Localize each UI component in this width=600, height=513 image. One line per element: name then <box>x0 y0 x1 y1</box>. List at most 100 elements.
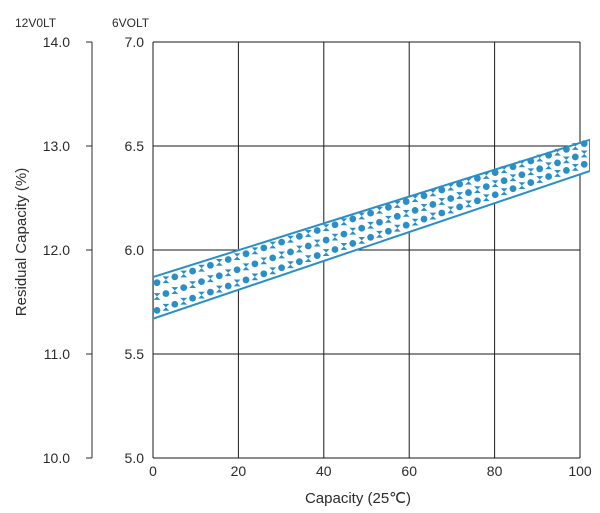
band-pattern-bowtie <box>340 243 348 250</box>
y-tick-label-12v: 12.0 <box>43 242 70 258</box>
band-pattern-bowtie <box>411 218 419 226</box>
band-pattern-bowtie <box>580 150 588 158</box>
band-pattern-bowtie <box>402 209 410 217</box>
band-pattern-dot <box>580 160 588 168</box>
band-pattern-dot <box>545 151 552 159</box>
band-pattern-bowtie <box>536 154 544 162</box>
band-pattern-dot <box>563 145 570 153</box>
x-axis-title: Capacity (25℃) <box>305 490 411 507</box>
band-pattern-dot <box>491 169 499 176</box>
band-pattern-dot <box>349 240 357 247</box>
band-pattern-bowtie <box>198 291 205 299</box>
y-tick-label-6v: 5.0 <box>125 450 145 466</box>
band-pattern-dot <box>251 260 259 268</box>
band-pattern-bowtie <box>500 188 508 196</box>
y-tick-label-6v: 5.5 <box>125 346 145 362</box>
band-pattern-bowtie <box>482 172 490 179</box>
band-pattern-dot <box>207 288 214 296</box>
band-pattern-bowtie <box>411 195 419 203</box>
band-pattern-dot <box>296 232 303 240</box>
left-axis-unit-label: 12V0LT <box>15 16 57 30</box>
band-pattern-bowtie <box>393 201 401 208</box>
band-pattern-bowtie <box>465 177 472 185</box>
band-pattern-bowtie <box>207 275 214 283</box>
band-pattern-bowtie <box>376 230 383 238</box>
band-pattern-bowtie <box>251 273 259 281</box>
band-pattern-bowtie <box>313 239 321 247</box>
band-pattern-dot <box>313 252 321 259</box>
band-pattern-bowtie <box>456 192 463 199</box>
band-pattern-bowtie <box>571 143 579 150</box>
band-pattern-bowtie <box>474 186 481 193</box>
band-pattern-bowtie <box>509 174 517 182</box>
x-ticks: 0 20 40 60 80 100 <box>149 463 592 479</box>
band-pattern-bowtie <box>527 168 535 176</box>
band-pattern-dot <box>367 209 374 217</box>
band-pattern-bowtie <box>429 212 437 220</box>
band-pattern-bowtie <box>438 198 446 205</box>
band-pattern-bowtie <box>269 267 277 275</box>
band-pattern-dot <box>358 224 366 232</box>
band-pattern-dot <box>162 290 170 297</box>
x-tick-label: 80 <box>487 463 503 479</box>
band-pattern-dot <box>402 221 410 229</box>
capacity-band <box>153 138 590 320</box>
band-pattern-dot <box>393 212 401 220</box>
band-pattern-dot <box>349 215 357 223</box>
band-pattern-bowtie <box>340 218 348 226</box>
band-pattern-dot <box>447 195 455 202</box>
band-pattern-bowtie <box>571 163 579 171</box>
band-pattern-dot <box>260 270 268 278</box>
y-tick-label-12v: 11.0 <box>44 346 70 362</box>
x-tick-label: 0 <box>149 463 157 479</box>
band-pattern-bowtie <box>153 293 161 300</box>
y-tick-label-6v: 7.0 <box>125 34 145 50</box>
band-pattern-bowtie <box>376 206 383 214</box>
band-pattern-dot <box>580 140 588 147</box>
band-pattern-bowtie <box>296 245 303 253</box>
band-pattern-dot <box>563 167 570 174</box>
band-pattern-bowtie <box>251 247 259 255</box>
band-pattern-bowtie <box>465 200 472 208</box>
band-pattern-dot <box>171 273 179 281</box>
band-pattern-bowtie <box>518 182 526 190</box>
band-pattern-dot <box>438 186 446 194</box>
y-ticks-6v: 7.0 6.5 6.0 5.5 5.0 <box>125 34 145 466</box>
band-pattern-dot <box>215 272 223 280</box>
band-pattern-bowtie <box>233 253 241 260</box>
band-pattern-bowtie <box>358 212 366 220</box>
band-pattern-dot <box>296 258 303 266</box>
band-pattern-dot <box>545 173 552 180</box>
band-pattern-bowtie <box>518 160 526 168</box>
band-pattern-bowtie <box>171 287 179 294</box>
y-ticks-12v: 14.0 13.0 12.0 11.0 10.0 <box>43 34 92 466</box>
band-pattern-dot <box>153 306 161 314</box>
band-pattern-dot <box>198 278 205 286</box>
band-pattern-dot <box>438 209 446 217</box>
band-pattern-dot <box>474 174 481 182</box>
band-pattern-dot <box>429 201 437 208</box>
band-pattern-dot <box>411 206 419 214</box>
band-pattern-bowtie <box>545 162 552 170</box>
y-axis-title: Residual Capacity (%) <box>13 168 30 316</box>
band-pattern-dot <box>500 177 508 185</box>
x-tick-label: 100 <box>568 463 592 479</box>
band-pattern-bowtie <box>242 263 250 271</box>
band-pattern-bowtie <box>500 166 508 174</box>
band-pattern-bowtie <box>429 189 437 197</box>
band-pattern-dot <box>242 250 250 258</box>
band-pattern-dot <box>331 246 339 253</box>
band-pattern-dot <box>376 218 383 226</box>
band-pattern-dot <box>189 267 197 275</box>
right-axis-unit-label: 6VOLT <box>112 16 150 30</box>
band-pattern-dot <box>224 256 232 263</box>
band-pattern-bowtie <box>358 236 366 244</box>
band-pattern-dot <box>367 233 374 241</box>
band-pattern-bowtie <box>215 285 223 293</box>
band-pattern-bowtie <box>349 227 357 235</box>
band-pattern-bowtie <box>322 249 330 256</box>
band-pattern-bowtie <box>189 281 196 289</box>
band-pattern-bowtie <box>536 176 544 183</box>
band-pattern-dot <box>491 191 499 199</box>
band-pattern-dot <box>313 227 321 234</box>
